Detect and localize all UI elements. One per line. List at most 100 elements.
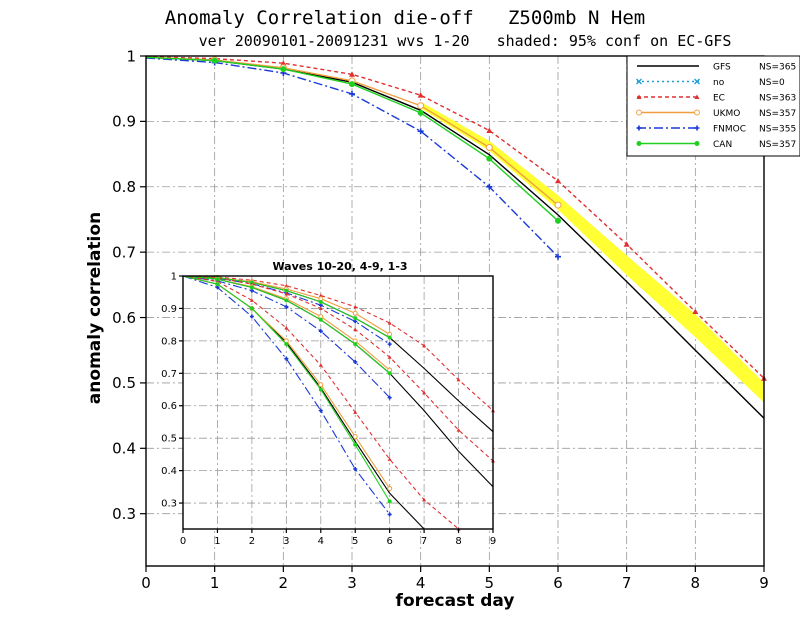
- data-point-ec: [387, 457, 392, 461]
- x-tick-label: 3: [347, 574, 357, 592]
- data-point-can: [284, 342, 289, 347]
- x-tick-label: 4: [416, 574, 426, 592]
- data-point-can: [280, 66, 287, 73]
- x-tick-label: 4: [318, 536, 324, 547]
- legend-marker-ukmo: [694, 109, 700, 116]
- main-axes: 0 1 2 3 4 5 6 7 8 9 0.3 0.4 0.5 0.6 0.7 0.8 0.9 1: [112, 47, 769, 592]
- legend-count-ec: NS=363: [759, 94, 796, 104]
- main-series: [145, 55, 767, 419]
- data-point-ukmo: [352, 434, 358, 440]
- y-tick-label: 1: [126, 47, 136, 65]
- legend-marker-ec: [694, 94, 700, 99]
- x-tick-label: 8: [691, 574, 701, 592]
- legend-label-fnmoc: FNMOC: [713, 125, 746, 135]
- data-point-ec: [353, 327, 358, 332]
- data-point-can: [486, 155, 493, 162]
- legend-marker-no: [636, 78, 642, 85]
- legend: GFS NS=365 no NS=0 EC NS=363 UKMO NS=357 FNMOC NS…: [626, 55, 800, 157]
- inset-chart: Waves 10-20, 4-9, 1-3 0 1 2 3 4 5 6 7 8 9 0.3 0.4 0.…: [161, 260, 496, 547]
- legend-marker-fnmoc: [636, 125, 642, 131]
- legend-label-ukmo: UKMO: [713, 109, 740, 119]
- data-point-ec: [249, 298, 254, 302]
- data-point-fnmoc: [387, 395, 392, 400]
- data-point-fnmoc: [284, 356, 289, 361]
- data-point-ec: [387, 355, 392, 359]
- data-point-ec: [318, 293, 323, 298]
- inset-title: Waves 10-20, 4-9, 1-3: [272, 260, 407, 273]
- x-tick-label: 9: [490, 536, 496, 547]
- data-point-can: [353, 442, 358, 447]
- y-tick-label: 0.8: [112, 178, 136, 196]
- legend-label-ec: EC: [713, 94, 725, 104]
- data-point-ec: [318, 363, 323, 367]
- legend-box: [626, 55, 800, 157]
- data-point-ukmo: [417, 102, 425, 110]
- x-tick-label: 7: [622, 574, 632, 592]
- data-point-can: [284, 298, 289, 303]
- data-point-ec: [555, 177, 561, 184]
- data-point-can: [349, 81, 355, 88]
- legend-count-can: NS=357: [759, 140, 796, 150]
- series-line-ec: [145, 56, 765, 379]
- data-point-can: [417, 109, 424, 116]
- y-tick-label: 0.7: [161, 369, 177, 380]
- legend-marker-no: [694, 78, 700, 85]
- data-point-ec: [318, 306, 323, 311]
- data-point-can: [353, 316, 358, 321]
- legend-count-no: NS=0: [759, 78, 785, 88]
- x-tick-label: 1: [210, 574, 220, 592]
- x-tick-label: 1: [214, 536, 220, 547]
- data-point-can: [318, 299, 323, 304]
- data-point-ec: [486, 127, 493, 133]
- legend-marker-can: [694, 141, 700, 146]
- plot-frame: [182, 275, 494, 530]
- x-tick-label: 0: [141, 574, 151, 592]
- chart-title: Anomaly Correlation die-off Z500mb N Hem: [165, 7, 645, 29]
- data-point-fnmoc: [284, 304, 289, 309]
- data-point-ec: [353, 304, 358, 309]
- y-tick-label: 0.8: [161, 336, 177, 347]
- data-point-ec: [280, 60, 287, 66]
- data-point-can: [353, 342, 358, 347]
- x-tick-label: 5: [352, 536, 358, 547]
- plot-frame: [145, 55, 765, 567]
- x-tick-label: 6: [386, 536, 392, 547]
- y-tick-label: 0.3: [112, 505, 136, 523]
- inset-axes: 0 1 2 3 4 5 6 7 8 9 0.3 0.4 0.5 0.6 0.7 0.8 0.9 1: [161, 272, 496, 548]
- y-tick-label: 0.6: [161, 401, 177, 412]
- data-point-ec: [284, 283, 289, 288]
- x-tick-label: 2: [279, 574, 289, 592]
- series-line-ec: [182, 275, 494, 412]
- data-point-fnmoc: [387, 342, 392, 347]
- data-point-can: [387, 335, 392, 340]
- data-point-fnmoc: [353, 466, 358, 471]
- y-tick-label: 0.7: [112, 243, 136, 261]
- data-point-ec: [623, 241, 630, 247]
- y-tick-label: 0.5: [161, 434, 177, 445]
- data-point-can: [555, 217, 561, 224]
- x-tick-label: 7: [421, 536, 427, 547]
- legend-marker-ukmo: [636, 109, 642, 116]
- data-point-ukmo: [352, 310, 358, 316]
- y-tick-label: 0.6: [112, 309, 136, 327]
- data-point-can: [387, 499, 392, 504]
- y-tick-label: 1: [171, 272, 177, 283]
- legend-marker-fnmoc: [694, 125, 700, 131]
- y-tick-label: 0.4: [161, 466, 177, 477]
- data-point-ec: [387, 321, 392, 325]
- data-point-can: [249, 285, 254, 290]
- data-point-can: [387, 371, 392, 376]
- x-tick-label: 6: [553, 574, 563, 592]
- data-point-fnmoc: [249, 314, 254, 319]
- data-point-can: [215, 277, 220, 282]
- legend-count-fnmoc: NS=355: [759, 125, 796, 135]
- data-point-ukmo: [387, 485, 393, 491]
- x-tick-label: 3: [283, 536, 289, 547]
- chart-subtitle: ver 20090101-20091231 wvs 1-20 shaded: 9…: [199, 32, 732, 50]
- data-point-ec: [353, 410, 358, 414]
- data-point-fnmoc: [486, 183, 493, 190]
- data-point-can: [249, 306, 254, 311]
- data-point-ukmo: [554, 201, 562, 209]
- legend-count-ukmo: NS=357: [759, 109, 796, 119]
